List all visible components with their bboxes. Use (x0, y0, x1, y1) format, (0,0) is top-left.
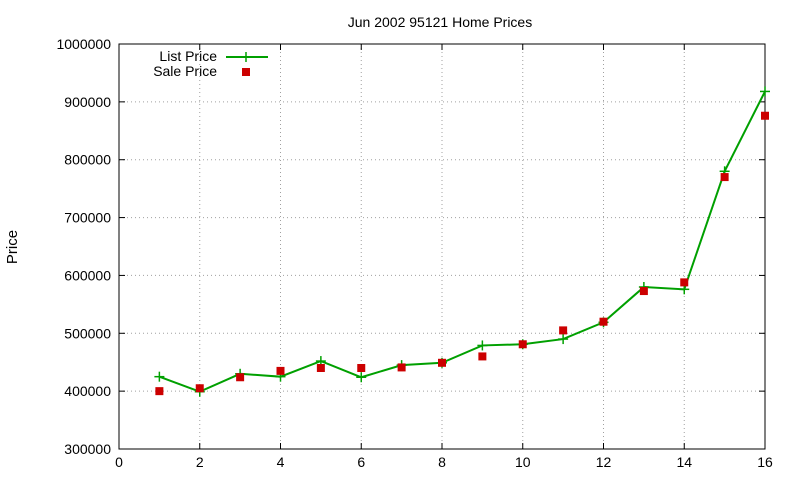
legend-marker-cross (241, 52, 251, 62)
data-point-sale-price (680, 278, 689, 287)
series-line-list-price (159, 90, 766, 393)
x-tick-label: 4 (277, 454, 285, 470)
legend-marker-square (242, 68, 250, 76)
data-point-sale-price (438, 358, 446, 367)
y-tick-label: 500000 (64, 325, 111, 341)
data-point-sale-price (761, 111, 769, 120)
data-point-sale-price (518, 340, 527, 349)
data-point-sale-price (195, 384, 204, 393)
data-point-sale-price (236, 373, 245, 382)
y-tick-label: 1000000 (56, 36, 111, 52)
x-tick-label: 16 (757, 454, 773, 470)
y-tick-label: 600000 (64, 267, 111, 283)
x-tick-label: 12 (596, 454, 612, 470)
data-point-sale-price (720, 173, 729, 182)
data-point-list-price (356, 372, 367, 383)
legend-label-sale-price: Sale Price (153, 63, 217, 79)
chart-title: Jun 2002 95121 Home Prices (348, 14, 532, 30)
y-tick-label: 300000 (64, 441, 111, 457)
data-point-sale-price (155, 387, 164, 396)
x-tick-label: 6 (357, 454, 365, 470)
y-tick-label: 900000 (64, 94, 111, 110)
series (154, 86, 770, 397)
data-point-sale-price (478, 352, 487, 361)
data-point-sale-price (559, 326, 568, 335)
x-tick-label: 8 (438, 454, 446, 470)
y-tick-label: 700000 (64, 210, 111, 226)
data-point-sale-price (599, 317, 608, 326)
y-tick-label: 800000 (64, 152, 111, 168)
data-point-sale-price (276, 366, 285, 375)
legend: List Price Sale Price (153, 48, 268, 79)
data-point-sale-price (316, 364, 325, 372)
axis-ticks: 0 2 4 6 8 10 12 14 16 300000 400000 500000 600000 700… (56, 36, 773, 470)
legend-swatch-sale-price (242, 68, 250, 76)
data-point-list-price (477, 340, 488, 351)
data-point-list-price (558, 334, 569, 345)
y-tick-label: 400000 (64, 383, 111, 399)
x-tick-label: 2 (196, 454, 204, 470)
legend-swatch-list-price (226, 52, 268, 62)
data-point-list-price (154, 371, 165, 382)
x-tick-label: 0 (115, 454, 123, 470)
x-tick-label: 14 (676, 454, 692, 470)
data-point-sale-price (357, 364, 366, 372)
legend-label-list-price: List Price (159, 48, 217, 64)
y-axis-label: Price (4, 230, 21, 264)
data-point-sale-price (397, 363, 406, 372)
data-point-list-price (760, 86, 770, 97)
x-tick-label: 10 (515, 454, 531, 470)
data-point-sale-price (639, 287, 648, 296)
